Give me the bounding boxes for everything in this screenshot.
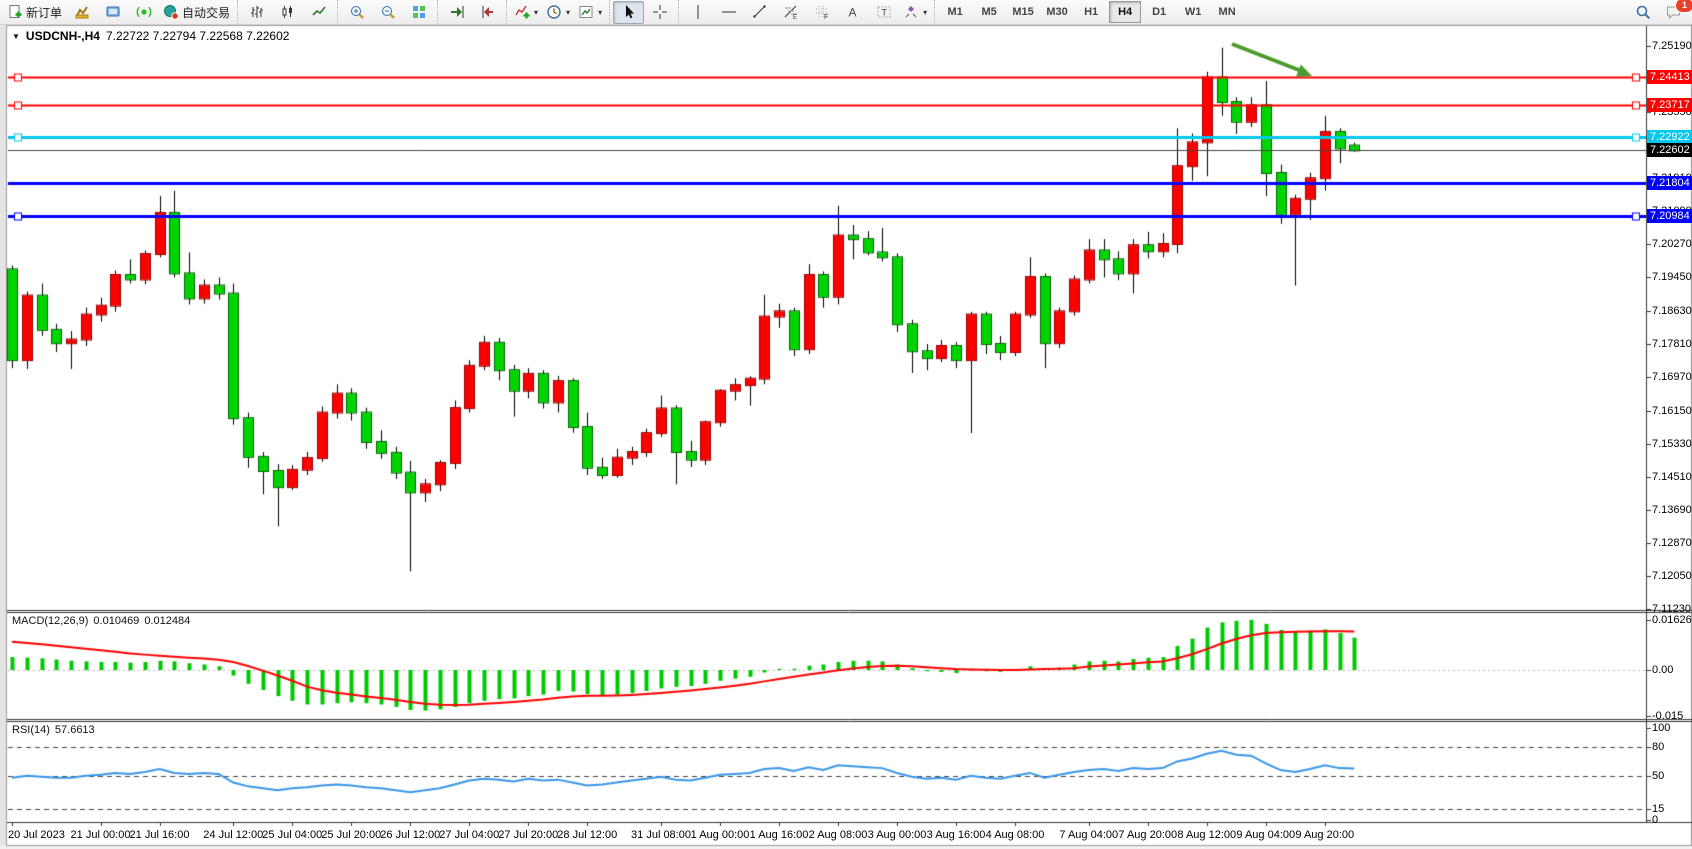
market-watch-icon — [106, 6, 120, 17]
chevron-down-icon: ▾ — [534, 7, 539, 17]
autotrading-button[interactable]: 自动交易 — [159, 1, 234, 24]
text-tool-button[interactable]: A — [837, 1, 868, 24]
zoom-out-icon — [381, 6, 395, 19]
bar-chart-type-button[interactable] — [241, 1, 272, 24]
new-order-icon — [9, 5, 22, 18]
clock-icon — [547, 5, 561, 19]
periods-button[interactable]: ▾ — [542, 1, 574, 24]
grid-icon: F — [815, 6, 828, 20]
vertical-line-icon — [697, 5, 699, 19]
svg-text:T: T — [881, 8, 887, 18]
tile-windows-button[interactable] — [403, 1, 434, 24]
zoom-in-button[interactable] — [341, 1, 372, 24]
search-button[interactable] — [1627, 1, 1658, 24]
text-label-tool-button[interactable]: T — [868, 1, 899, 24]
profiles-button[interactable] — [66, 1, 97, 24]
new-order-button[interactable]: 新订单 — [3, 1, 66, 24]
timeframe-h1[interactable]: H1 — [1084, 6, 1099, 18]
timeframe-m5[interactable]: M5 — [981, 6, 997, 18]
crosshair-icon — [652, 5, 667, 19]
chart-shift-button[interactable] — [472, 1, 503, 24]
candlestick-type-button[interactable] — [272, 1, 303, 24]
chevron-down-icon: ▾ — [923, 7, 928, 17]
timeframe-m1[interactable]: M1 — [947, 6, 963, 18]
text-label-icon: T — [877, 6, 891, 18]
vertical-line-tool-button[interactable] — [682, 1, 713, 24]
tile-windows-icon — [412, 6, 425, 18]
profiles-icon — [75, 6, 89, 19]
new-order-label: 新订单 — [26, 5, 63, 20]
timeframe-w1[interactable]: W1 — [1184, 6, 1202, 18]
zoom-out-button[interactable] — [372, 1, 403, 24]
timeframe-d1[interactable]: D1 — [1152, 6, 1167, 18]
timeframe-group: M1 M5 M15 M30 H1 H4 D1 W1 MN — [934, 0, 1247, 24]
autotrading-label: 自动交易 — [182, 5, 231, 20]
signal-icon — [136, 6, 151, 18]
fibonacci-tool-button[interactable]: E — [775, 1, 806, 24]
timeframe-mn[interactable]: MN — [1218, 6, 1236, 18]
line-chart-icon — [311, 6, 326, 16]
line-chart-type-button[interactable] — [303, 1, 334, 24]
main-toolbar: 新订单 自动交易 — [0, 0, 1692, 25]
chat-button[interactable]: 1 — [1658, 0, 1692, 24]
fibonacci-icon: E — [784, 5, 797, 20]
timeframe-m30[interactable]: M30 — [1046, 6, 1068, 18]
timeframe-h4[interactable]: H4 — [1109, 1, 1142, 23]
svg-text:A: A — [848, 6, 856, 20]
template-icon — [579, 6, 593, 18]
chevron-down-icon: ▾ — [598, 7, 603, 17]
trendline-icon — [752, 5, 766, 18]
trendline-tool-button[interactable] — [744, 1, 775, 24]
candlestick-icon — [282, 6, 292, 18]
indicators-button[interactable]: ▾ — [510, 1, 542, 24]
grid-tool-button[interactable]: F — [806, 1, 837, 24]
market-watch-button[interactable] — [97, 1, 128, 24]
shapes-icon — [905, 6, 917, 18]
horizontal-line-tool-button[interactable] — [713, 1, 744, 24]
indicators-icon — [515, 5, 530, 19]
svg-text:E: E — [793, 15, 797, 20]
chevron-down-icon: ▾ — [566, 7, 571, 17]
shapes-tool-button[interactable]: ▾ — [899, 1, 931, 24]
horizontal-line-icon — [721, 11, 736, 13]
crosshair-tool-button[interactable] — [644, 1, 675, 24]
auto-scroll-button[interactable] — [441, 1, 472, 24]
cursor-tool-button[interactable] — [613, 0, 645, 24]
zoom-in-icon — [350, 6, 364, 19]
autotrading-icon — [164, 5, 179, 20]
templates-button[interactable]: ▾ — [574, 1, 606, 24]
data-feed-button[interactable] — [128, 1, 159, 24]
timeframe-m15[interactable]: M15 — [1012, 6, 1034, 18]
bar-chart-icon — [250, 6, 263, 18]
cursor-icon — [625, 5, 634, 19]
chat-badge: 1 — [1675, 0, 1692, 13]
auto-scroll-icon — [450, 6, 464, 18]
svg-text:F: F — [824, 14, 828, 20]
chart-shift-icon — [482, 6, 493, 18]
search-icon — [1636, 5, 1650, 20]
text-icon: A — [848, 6, 856, 20]
